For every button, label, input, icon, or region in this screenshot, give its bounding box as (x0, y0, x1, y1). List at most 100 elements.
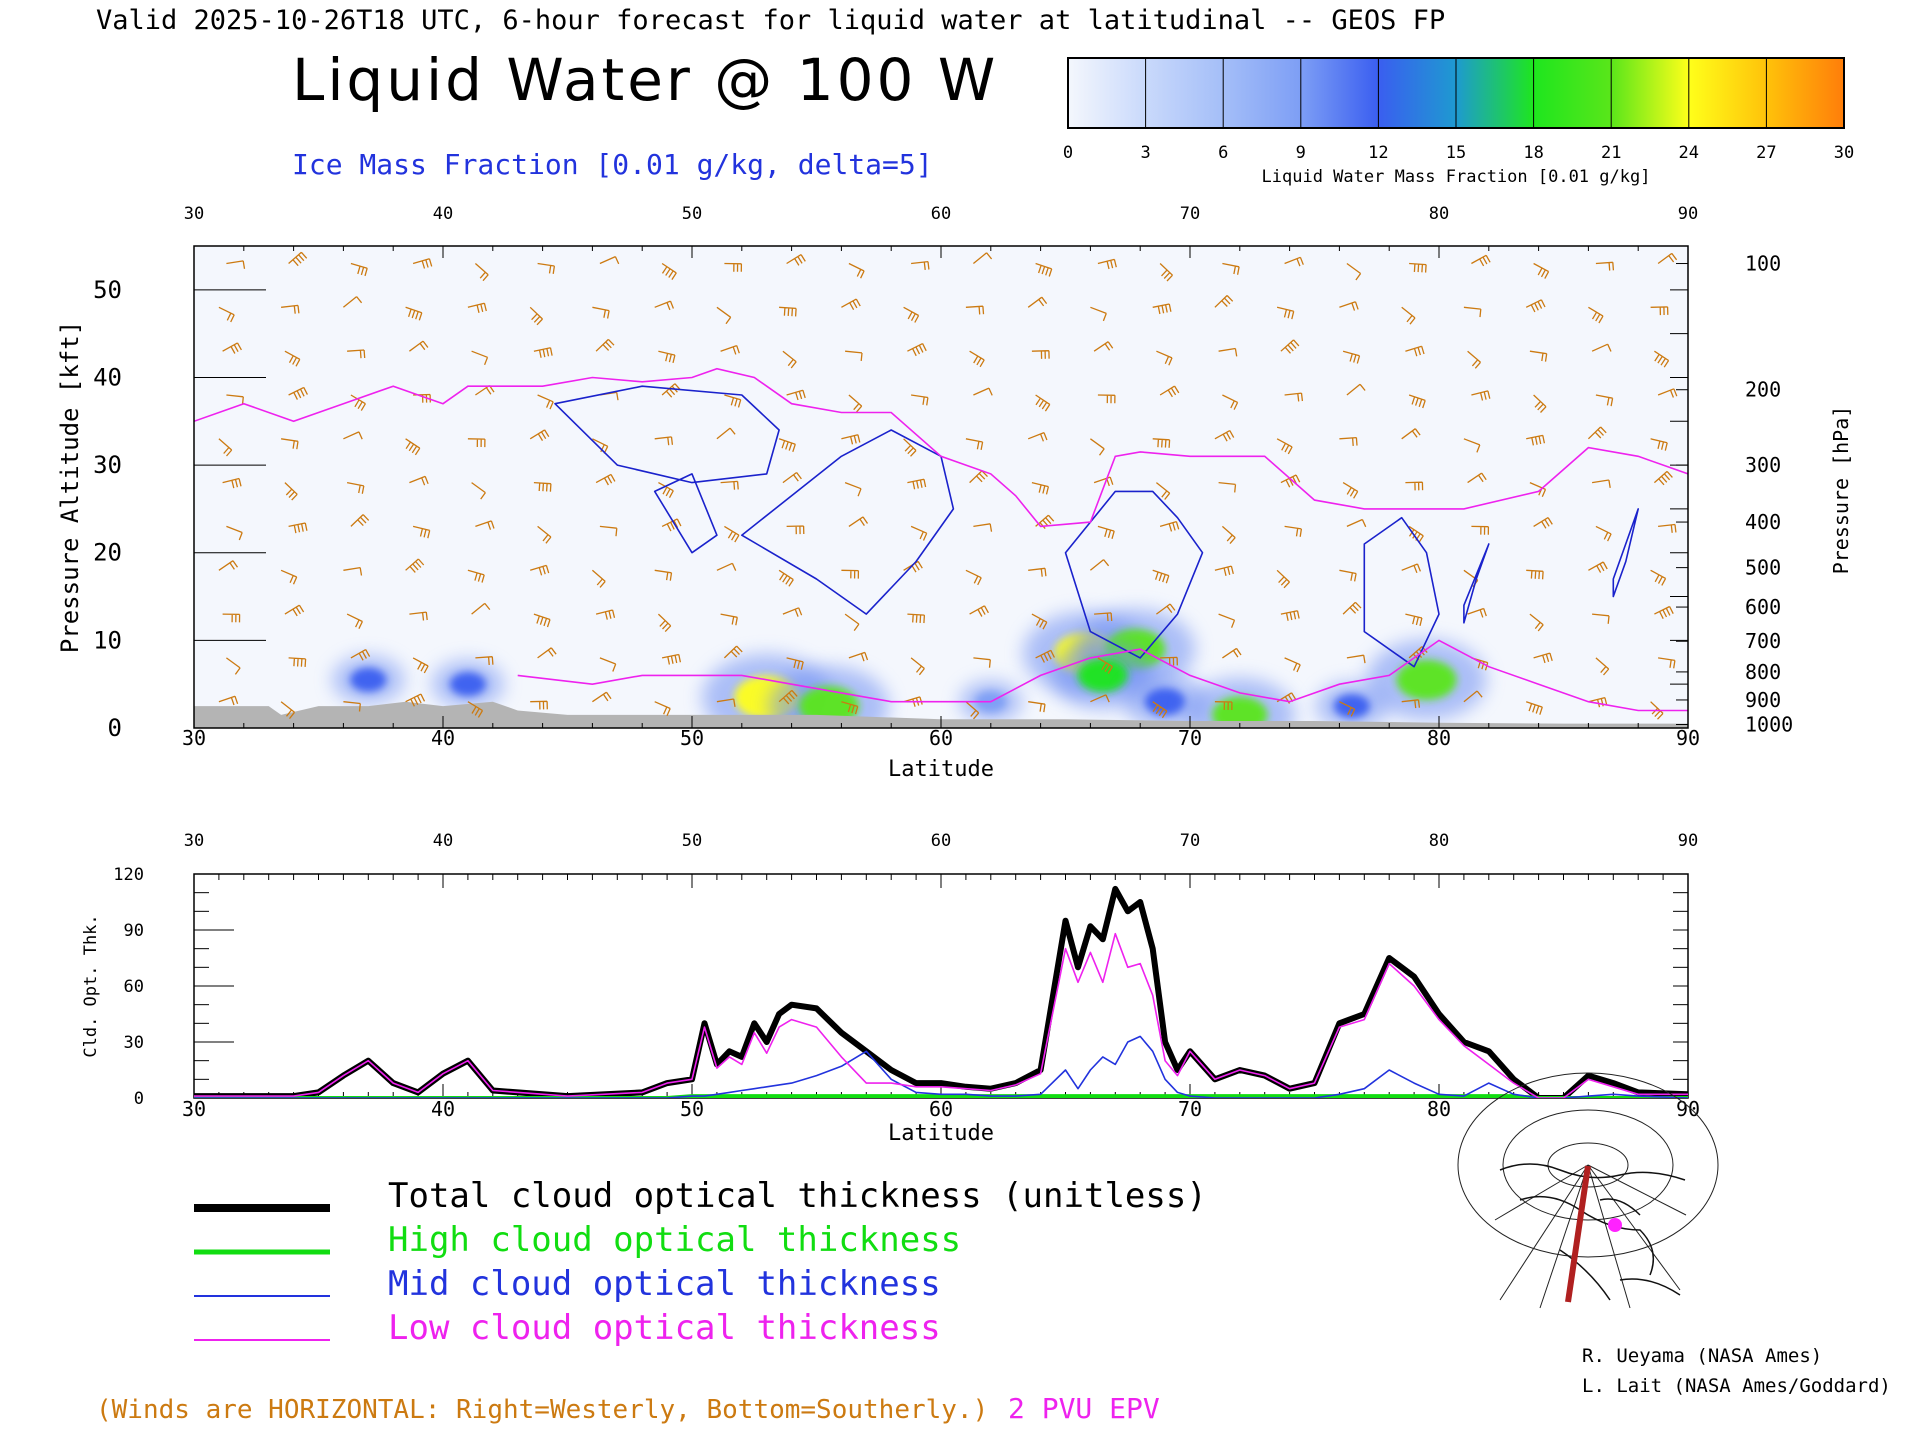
wind-barb (1093, 341, 1114, 352)
wind-barb (716, 306, 732, 325)
wind-barb (471, 350, 489, 366)
credit-ueyama: R. Ueyama (NASA Ames) (1582, 1345, 1822, 1367)
colorbar-cell (1456, 58, 1535, 128)
wind-barb (1408, 525, 1424, 543)
wind-barb (530, 564, 550, 576)
terrain (194, 701, 1688, 728)
colorbar-cell (1145, 58, 1224, 128)
top-x-top-tick-label: 80 (1429, 204, 1449, 224)
wind-barb (1156, 350, 1173, 366)
wind-barb (1284, 392, 1304, 402)
liquid-water-core (350, 667, 387, 692)
ice-contour (1612, 508, 1639, 598)
wind-barb (1097, 258, 1117, 270)
wind-barb (1463, 438, 1481, 453)
wind-barb (1591, 343, 1612, 352)
wind-barb (1595, 261, 1615, 271)
wind-barb (1533, 652, 1553, 664)
wind-barb (1346, 262, 1362, 281)
colorbar: 0 3 6 9 12 15 18 21 24 27 30 Liquid Water Mass Fra… (1063, 57, 1854, 187)
wind-barb (723, 645, 743, 659)
bottom-x-tick-label: 60 (929, 1097, 953, 1121)
wind-barb (779, 306, 797, 317)
wind-barb (658, 350, 676, 364)
wind-barb (1588, 306, 1604, 324)
wind-barb (467, 569, 485, 583)
colorbar-tick-label: 24 (1679, 143, 1699, 163)
pressure-tick-label: 700 (1745, 629, 1781, 653)
wind-barb (1533, 394, 1547, 413)
colorbar-cell (1611, 58, 1690, 128)
wind-barb (288, 386, 308, 400)
wind-barb (1280, 610, 1300, 621)
wind-barb (599, 657, 617, 672)
plot-subtitle: Ice Mass Fraction [0.01 g/kg, delta=5] (292, 148, 933, 181)
top-x-tick-label: 30 (182, 726, 206, 750)
top-x-tick-label: 50 (680, 726, 704, 750)
wind-barb (1035, 262, 1053, 277)
pressure-tick-label: 1000 (1745, 712, 1793, 736)
wind-barb (412, 258, 433, 269)
wind-barb (405, 558, 425, 573)
colorbar-cell (1766, 58, 1845, 128)
top-x-top-tick-label: 70 (1180, 204, 1200, 224)
top-y-tick-label: 30 (93, 451, 122, 479)
wind-barb (1089, 559, 1110, 571)
wind-barb (342, 296, 363, 308)
wind-barb (467, 438, 486, 448)
liquid-water-core (1077, 658, 1129, 693)
wind-barb (595, 338, 615, 352)
wind-barb (1409, 262, 1427, 273)
wind-barb (1097, 525, 1115, 539)
bottom-x-tick-label: 90 (1676, 1097, 1700, 1121)
wind-barb (1529, 350, 1548, 362)
wind-barb (1525, 299, 1546, 313)
wind-barb (405, 693, 426, 707)
wind-barb (1595, 525, 1612, 542)
top-y-tick-label: 40 (93, 363, 122, 391)
liquid-water-core (1144, 688, 1186, 716)
wind-barb (907, 343, 927, 357)
wind-barb (218, 560, 239, 571)
wind-barb (1276, 438, 1293, 455)
wind-barb (595, 609, 616, 620)
epv-low-contour (517, 639, 1688, 712)
wind-barb (218, 306, 235, 323)
wind-barb (1156, 603, 1176, 615)
ice-contour (1064, 490, 1204, 659)
wind-barb (1090, 306, 1107, 322)
wind-barb (903, 306, 920, 323)
wind-barb (1658, 657, 1676, 669)
ice-contour (1463, 543, 1490, 624)
wind-barb (222, 342, 242, 354)
colorbar-tick-label: 18 (1523, 143, 1543, 163)
wind-barb (529, 306, 543, 326)
valid-time-line: Valid 2025-10-26T18 UTC, 6-hour forecast… (96, 5, 1445, 36)
wind-barb (1027, 296, 1048, 308)
wind-barb (1218, 613, 1236, 628)
wind-barb (716, 698, 736, 708)
wind-barb (1467, 472, 1487, 484)
wind-barb (786, 525, 805, 535)
wind-barb (1339, 701, 1356, 717)
wind-barb (533, 613, 551, 628)
wind-barb (661, 262, 677, 280)
wind-barb (1526, 569, 1544, 580)
wind-barb (533, 481, 552, 492)
wind-barb (591, 569, 606, 588)
winds-note: (Winds are HORIZONTAL: Right=Westerly, B… (96, 1395, 988, 1425)
wind-barb (1159, 263, 1173, 282)
wind-barb (724, 394, 742, 408)
wind-barb (218, 695, 239, 706)
top-x-top-tick-label: 40 (433, 204, 453, 224)
top-y-tick-label: 20 (93, 539, 122, 567)
wind-barb (841, 434, 861, 445)
wind-barb (1658, 523, 1677, 533)
wind-barb (654, 436, 674, 446)
top-x-top-tick-label: 30 (184, 204, 204, 224)
wind-barb (1276, 692, 1297, 704)
wind-barb (720, 613, 738, 626)
wind-barb (347, 349, 366, 359)
wind-barb (1463, 306, 1482, 318)
wind-barb (1028, 567, 1047, 577)
